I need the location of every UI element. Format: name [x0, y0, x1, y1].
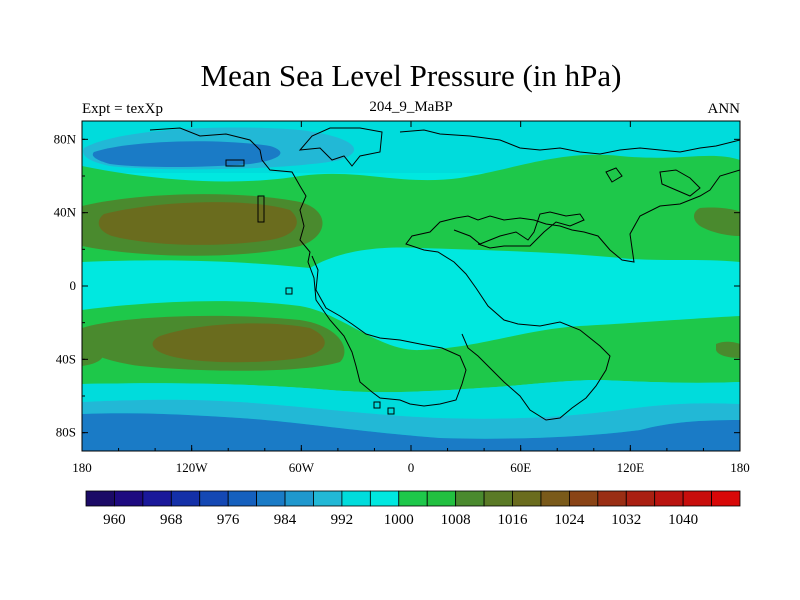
colorbar-label: 1024	[554, 512, 585, 528]
season-label: ANN	[707, 101, 741, 117]
contour-fill-1020-north-pacific-high	[98, 202, 297, 245]
colorbar-label: 1008	[441, 512, 471, 528]
colorbar-swatch	[540, 490, 570, 507]
coastlines	[149, 127, 740, 421]
lon-tick-label: 180	[72, 460, 92, 475]
colorbar-label: 992	[331, 512, 354, 528]
colorbar-swatch	[199, 490, 229, 507]
contour-fill-1020-south-pacific-high	[152, 323, 325, 363]
lon-tick-label: 60E	[510, 460, 531, 475]
colorbar-swatch	[256, 490, 286, 507]
colorbar-swatch	[170, 490, 201, 507]
lon-tick-label: 60W	[289, 460, 315, 475]
contour-fill-1000-south	[82, 380, 740, 419]
colorbar-swatch	[625, 490, 656, 507]
colorbar-swatch	[426, 490, 457, 507]
colorbar-swatch	[512, 490, 542, 507]
colorbar-swatch	[483, 490, 513, 507]
colorbar-swatch	[455, 490, 485, 507]
map-plot-area	[82, 121, 740, 451]
colorbar-swatch	[227, 490, 258, 507]
colorbar-swatch	[398, 490, 428, 507]
colorbar-label: 1000	[384, 512, 414, 528]
colorbar-swatch	[284, 490, 314, 507]
plot-title: Mean Sea Level Pressure (in hPa)	[200, 58, 622, 93]
colorbar-label: 1016	[498, 512, 529, 528]
colorbar-swatch	[682, 490, 712, 507]
lon-tick-label: 180	[730, 460, 750, 475]
coastline-east-asia	[659, 169, 701, 197]
coastline-africa-arabia	[453, 211, 585, 249]
lat-tick-label: 40S	[56, 351, 76, 366]
latitude-axis: 80N 40N 0 40S 80S	[54, 131, 740, 440]
colorbar-swatch	[114, 490, 144, 507]
colorbar-swatch	[313, 490, 343, 507]
experiment-label: Expt = texXp	[82, 101, 163, 117]
colorbar-swatch	[654, 490, 684, 507]
colorbar-label: 1032	[611, 512, 641, 528]
colorbar-swatch	[142, 490, 172, 507]
colorbar-label: 960	[103, 512, 126, 528]
contour-fill-1016-east-south-high	[716, 341, 740, 358]
contour-fill-1016-east-north-high	[694, 207, 740, 236]
colorbar-swatch	[597, 490, 627, 507]
colorbar-swatch	[711, 490, 741, 507]
colorbar-label: 976	[217, 512, 240, 528]
colorbar-label: 984	[274, 512, 297, 528]
colorbar-swatch	[568, 490, 599, 507]
colorbar-label: 968	[160, 512, 183, 528]
coastline-americas	[149, 127, 467, 407]
coastline-greenland-arctic	[298, 127, 383, 167]
lon-tick-label: 0	[408, 460, 415, 475]
coastline-eurasia	[399, 129, 740, 421]
contour-fill-992-arctic-low	[92, 141, 281, 167]
lat-tick-label: 80S	[56, 425, 76, 440]
lat-tick-label: 40N	[54, 205, 77, 220]
colorbar-swatch	[85, 490, 115, 507]
colorbar-swatch	[369, 490, 400, 507]
colorbar-swatch	[341, 490, 371, 507]
colorbar: 960 968 976 984 992 1000 1008 1016 1024 1032 1040	[85, 490, 741, 528]
period-label: 204_9_MaBP	[369, 99, 453, 115]
colorbar-label: 1040	[668, 512, 698, 528]
coastline-pacific-islands	[225, 159, 623, 415]
longitude-axis: 180 120W 60W 0 60E 120E 180	[72, 121, 750, 475]
contour-fill-984-south	[82, 413, 740, 451]
lon-tick-label: 120E	[617, 460, 645, 475]
contour-fill-992-south	[82, 399, 740, 439]
lat-tick-label: 80N	[54, 131, 77, 146]
lon-tick-label: 120W	[176, 460, 209, 475]
lat-tick-label: 0	[70, 278, 77, 293]
